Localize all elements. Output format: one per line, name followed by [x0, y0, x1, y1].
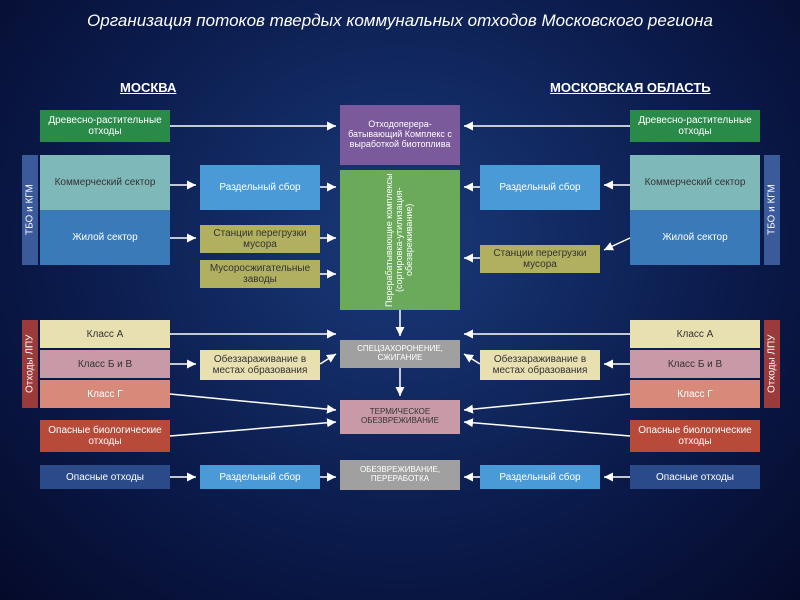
- diagram-title: Организация потоков твердых коммунальных…: [0, 10, 800, 31]
- left-biohazard: Опасные биологические отходы: [40, 420, 170, 452]
- left-residential: Жилой сектор: [40, 210, 170, 265]
- midR-transfer: Станции перегрузки мусора: [480, 245, 600, 273]
- midL-transfer: Станции перегрузки мусора: [200, 225, 320, 253]
- left-commercial: Коммерческий сектор: [40, 155, 170, 210]
- midR-separate: Раздельный сбор: [480, 165, 600, 210]
- center-special: СПЕЦЗАХОРОНЕНИЕ, СЖИГАНИЕ: [340, 340, 460, 368]
- midR-decon: Обеззараживание в местах образования: [480, 350, 600, 380]
- left-classG: Класс Г: [40, 380, 170, 408]
- left-classBV: Класс Б и В: [40, 350, 170, 378]
- left-classA: Класс А: [40, 320, 170, 348]
- center-recycling-text: Перерабатывающие комплексы (сортировка-у…: [385, 172, 415, 308]
- right-biohazard: Опасные биологические отходы: [630, 420, 760, 452]
- right-classG: Класс Г: [630, 380, 760, 408]
- left-hazard: Опасные отходы: [40, 465, 170, 489]
- center-neutral: ОБЕЗВРЕЖИВАНИЕ, ПЕРЕРАБОТКА: [340, 460, 460, 490]
- right-commercial: Коммерческий сектор: [630, 155, 760, 210]
- right-hazard: Опасные отходы: [630, 465, 760, 489]
- midL-incinerator: Мусоросжигательные заводы: [200, 260, 320, 288]
- right-residential: Жилой сектор: [630, 210, 760, 265]
- sideR-lpu: Отходы ЛПУ: [764, 320, 780, 408]
- midL-decon: Обеззараживание в местах образования: [200, 350, 320, 380]
- right-classA: Класс А: [630, 320, 760, 348]
- midR-separate2: Раздельный сбор: [480, 465, 600, 489]
- header-oblast: МОСКОВСКАЯ ОБЛАСТЬ: [550, 80, 711, 95]
- midL-separate2: Раздельный сбор: [200, 465, 320, 489]
- sideL-lpu: Отходы ЛПУ: [22, 320, 38, 408]
- center-recycling: Перерабатывающие комплексы (сортировка-у…: [340, 170, 460, 310]
- center-thermal: ТЕРМИЧЕСКОЕ ОБЕЗВРЕЖИВАНИЕ: [340, 400, 460, 434]
- midL-separate: Раздельный сбор: [200, 165, 320, 210]
- sideR-tbo: ТБО и КГМ: [764, 155, 780, 265]
- sideL-tbo: ТБО и КГМ: [22, 155, 38, 265]
- header-moscow: МОСКВА: [120, 80, 176, 95]
- left-wood: Древесно-растительные отходы: [40, 110, 170, 142]
- center-biofuel: Отходоперера- батывающий Комплекс с выра…: [340, 105, 460, 165]
- right-wood: Древесно-растительные отходы: [630, 110, 760, 142]
- right-classBV: Класс Б и В: [630, 350, 760, 378]
